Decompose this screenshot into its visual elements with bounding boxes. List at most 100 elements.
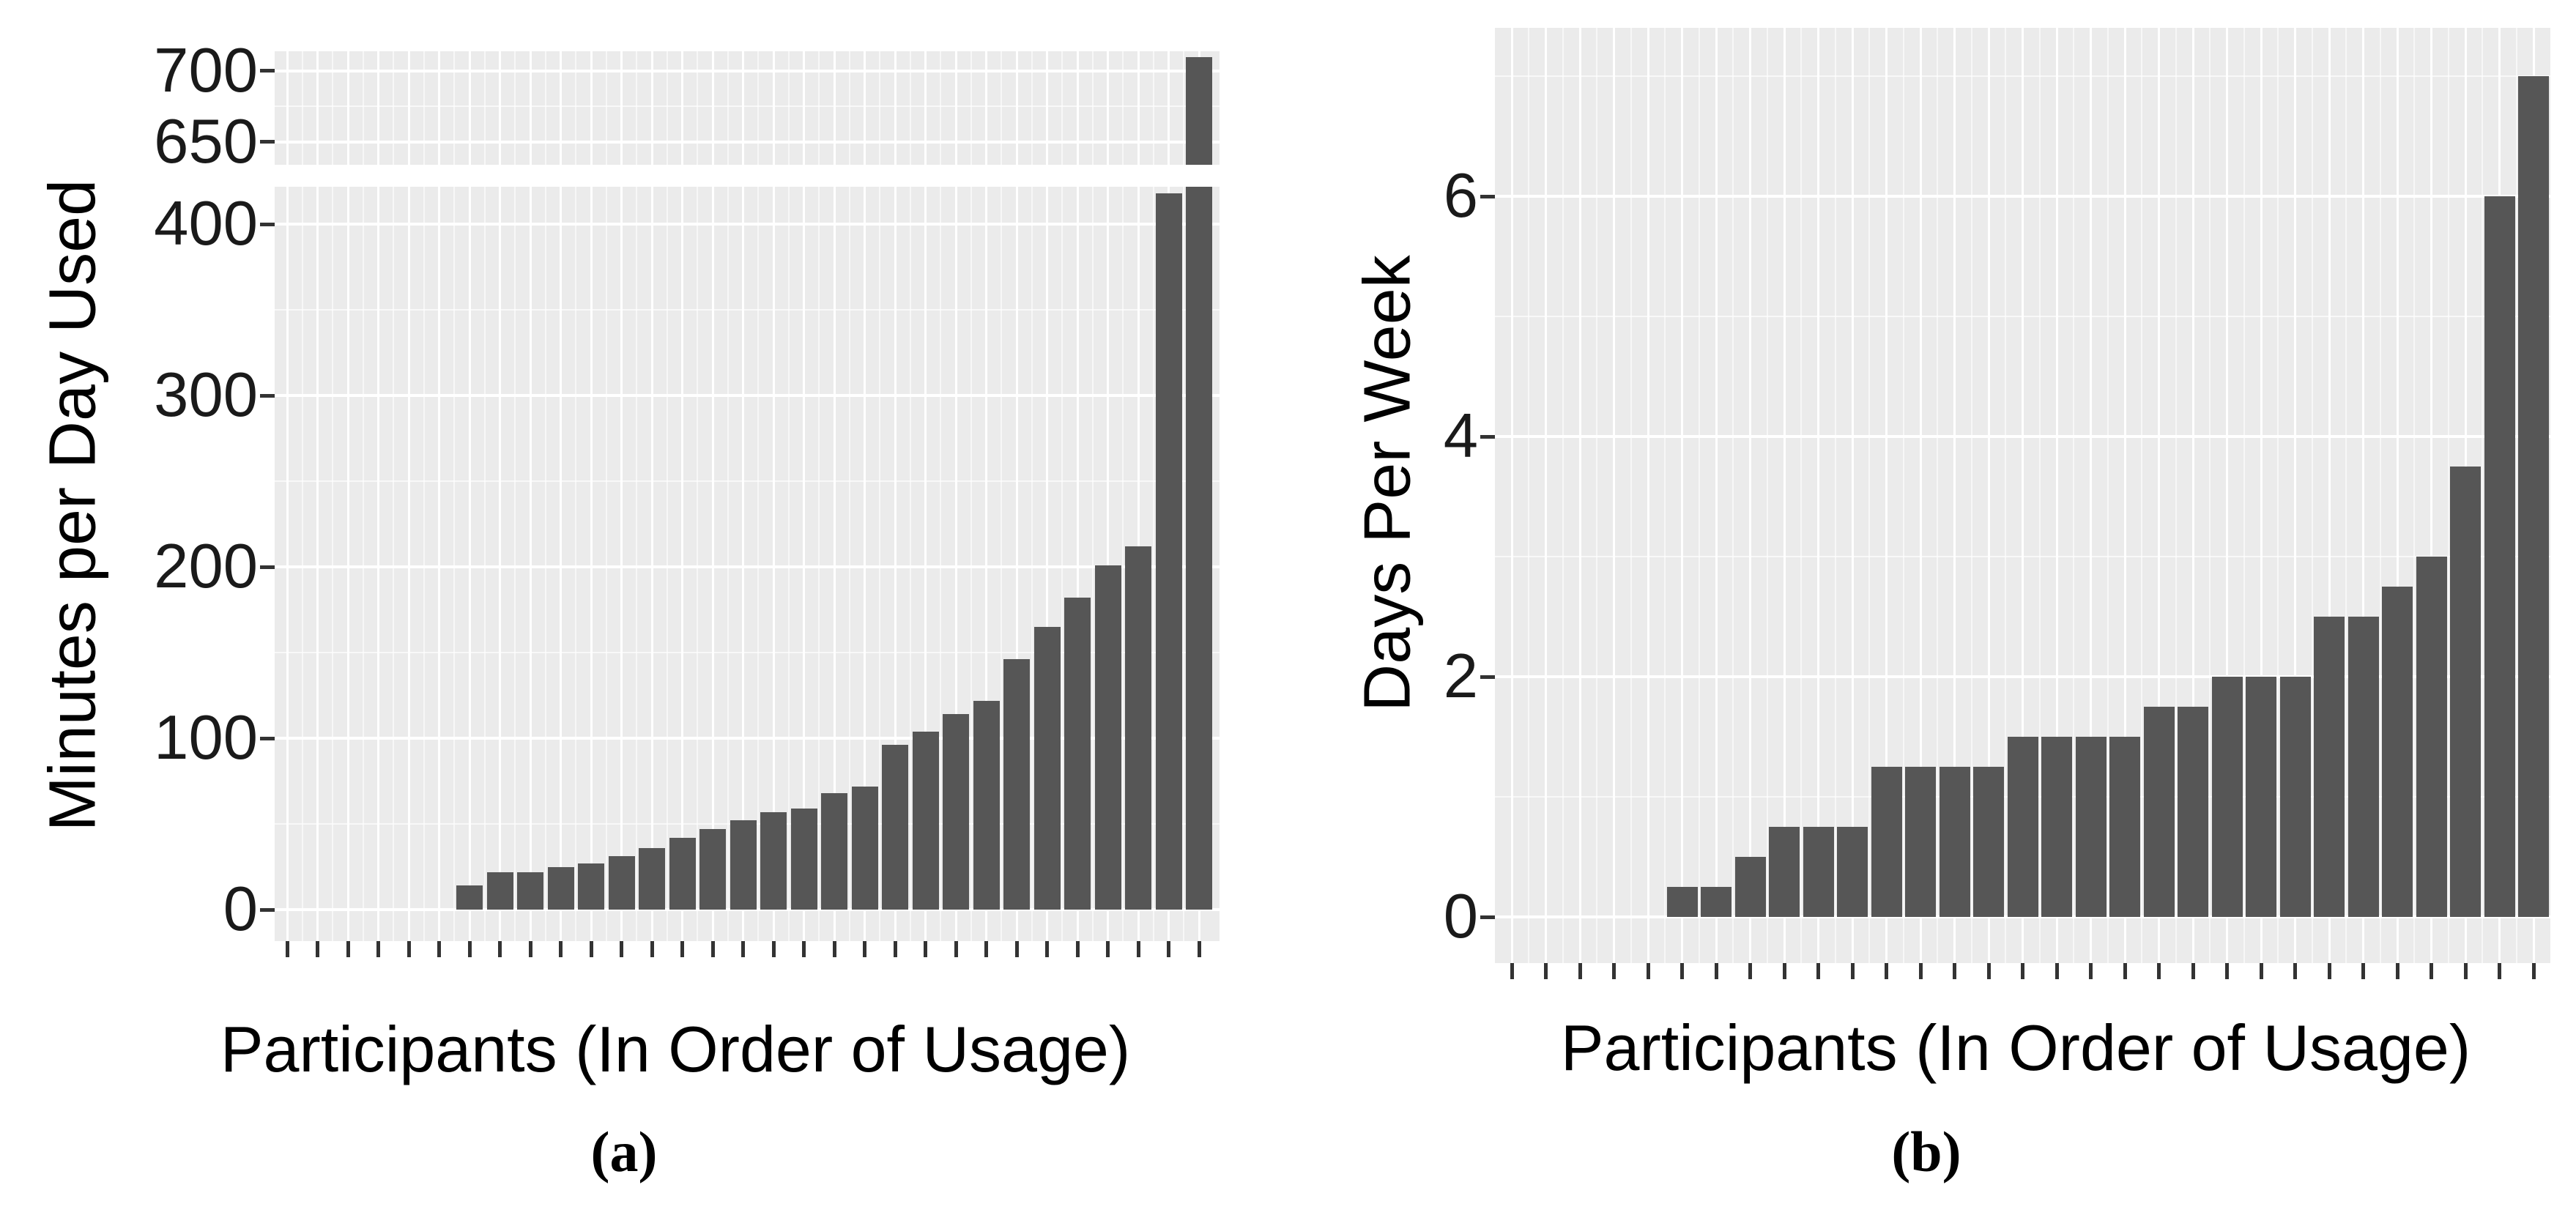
x-axis-tick — [1544, 963, 1548, 979]
gridline-v-major — [2396, 28, 2399, 963]
gridline-v-minor — [757, 187, 760, 941]
gridline-v-major — [833, 187, 836, 941]
gridline-v-minor — [393, 51, 395, 165]
gridline-v-minor — [1061, 187, 1064, 941]
gridline-v-minor — [301, 187, 303, 941]
gridline-v-minor — [1800, 28, 1803, 963]
gridline-v-major — [711, 187, 714, 941]
gridline-v-major — [1817, 28, 1819, 963]
gridline-h-major — [275, 140, 1220, 144]
gridline-v-minor — [1970, 28, 1972, 963]
gridline-v-major — [529, 187, 532, 941]
y-tick-label: 100 — [154, 703, 258, 773]
y-tick-label: 2 — [1443, 642, 1478, 711]
y-axis-tick — [260, 736, 275, 740]
x-axis-tick — [1918, 963, 1923, 979]
gridline-v-major — [316, 187, 319, 941]
gridline-v-minor — [940, 51, 942, 165]
gridline-v-major — [1545, 28, 1547, 963]
bar — [2382, 587, 2413, 917]
bar — [486, 872, 513, 910]
y-tick-label: 200 — [154, 532, 258, 601]
gridline-v-minor — [332, 187, 334, 941]
bar — [1666, 887, 1698, 917]
gridline-v-minor — [514, 187, 516, 941]
gridline-v-minor — [2311, 28, 2313, 963]
bar — [2041, 737, 2072, 917]
gridline-v-minor — [575, 51, 577, 165]
bar — [1064, 598, 1091, 910]
x-axis-tick — [650, 941, 654, 957]
bar — [669, 837, 696, 910]
y-tick-label: 700 — [154, 35, 258, 105]
x-axis-tick — [1850, 963, 1855, 979]
gridline-h-minor — [275, 652, 1220, 653]
x-axis-tick — [863, 941, 866, 957]
x-axis-tick — [771, 941, 776, 957]
gridline-v-minor — [1732, 28, 1734, 963]
x-axis-tick — [1075, 941, 1080, 957]
x-axis-tick — [954, 941, 958, 957]
bar — [1186, 187, 1212, 910]
x-axis-tick — [376, 941, 380, 957]
x-axis-tick — [2293, 963, 2297, 979]
chart-a-main-panel — [275, 187, 1220, 941]
gridline-v-minor — [787, 187, 790, 941]
gridline-v-major — [1919, 28, 1922, 963]
gridline-v-major — [1749, 28, 1751, 963]
gridline-v-major — [1647, 28, 1649, 963]
bar — [2450, 467, 2481, 917]
y-tick-label: 0 — [223, 874, 258, 944]
gridline-v-major — [1107, 187, 1109, 941]
gridline-v-minor — [697, 187, 699, 941]
gridline-v-major — [377, 51, 379, 165]
gridline-v-minor — [453, 51, 456, 165]
gridline-v-minor — [2277, 28, 2279, 963]
gridline-v-minor — [2345, 28, 2347, 963]
gridline-v-major — [803, 51, 805, 165]
gridline-v-major — [1015, 187, 1018, 941]
gridline-v-major — [346, 187, 349, 941]
chart-a-upper-panel — [275, 51, 1220, 165]
gridline-v-minor — [1183, 187, 1185, 941]
x-axis-tick — [316, 941, 319, 957]
y-axis-tick — [260, 69, 275, 73]
gridline-v-major — [499, 187, 501, 941]
gridline-v-major — [1046, 187, 1048, 941]
x-axis-tick — [893, 941, 897, 957]
y-tick-label: 650 — [154, 106, 258, 177]
bar — [2347, 617, 2379, 917]
gridline-v-minor — [2107, 28, 2109, 963]
gridline-v-minor — [636, 187, 638, 941]
y-axis-tick — [1480, 675, 1495, 679]
gridline-v-minor — [848, 187, 850, 941]
gridline-v-major — [1953, 28, 1956, 963]
gridline-v-major — [803, 187, 805, 941]
bar — [517, 872, 543, 910]
gridline-v-major — [681, 187, 683, 941]
gridline-v-major — [346, 51, 349, 165]
gridline-h-major — [275, 69, 1220, 73]
gridline-v-major — [377, 187, 379, 941]
bar — [547, 866, 574, 910]
x-axis-tick — [437, 941, 441, 957]
y-axis-tick — [1480, 915, 1495, 919]
x-axis-tick — [924, 941, 927, 957]
bar — [1701, 887, 1731, 917]
gridline-v-minor — [483, 51, 486, 165]
gridline-v-major — [620, 187, 623, 941]
bar — [2007, 737, 2038, 917]
gridline-v-major — [650, 51, 653, 165]
bar — [1094, 565, 1121, 910]
gridline-v-minor — [423, 187, 425, 941]
gridline-v-minor — [2175, 28, 2177, 963]
bar — [760, 811, 787, 910]
x-axis-tick — [2430, 963, 2433, 979]
gridline-v-minor — [2243, 28, 2245, 963]
gridline-v-major — [620, 51, 623, 165]
gridline-v-major — [1578, 28, 1581, 963]
gridline-v-minor — [1152, 51, 1154, 165]
chart-b-main-panel — [1495, 28, 2550, 963]
bar — [608, 856, 635, 910]
